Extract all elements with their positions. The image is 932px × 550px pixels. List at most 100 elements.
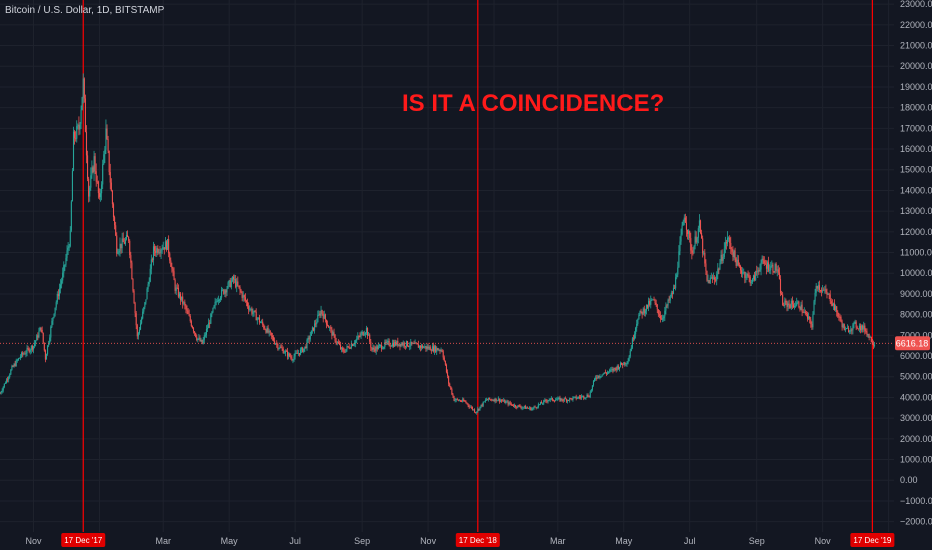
candle-body <box>324 314 326 320</box>
candle-body <box>13 363 15 367</box>
x-tick-label: May <box>221 536 239 546</box>
candle-body <box>417 344 419 348</box>
candle-body <box>776 269 778 271</box>
candle-body <box>655 303 657 305</box>
candle-body <box>736 259 738 266</box>
candle-body <box>501 400 503 402</box>
candle-body <box>849 331 851 333</box>
candle-body <box>401 343 403 346</box>
candle-body <box>629 350 631 357</box>
candle-body <box>615 368 617 371</box>
candle-body <box>379 345 382 346</box>
candle-body <box>479 406 481 410</box>
x-tick-label: Jul <box>684 536 696 546</box>
candle-body <box>243 295 245 298</box>
candle-body <box>462 399 464 402</box>
x-tick-label: Mar <box>550 536 566 546</box>
candle-body <box>394 341 396 347</box>
candle-body <box>674 287 676 289</box>
candle-body <box>271 335 273 338</box>
candle-body <box>116 235 118 254</box>
candle-body <box>474 409 476 413</box>
candle-body <box>98 193 101 198</box>
candle-body <box>509 402 511 404</box>
candle-body <box>28 348 30 352</box>
candle-body <box>3 383 5 387</box>
candle-body <box>492 400 494 402</box>
candle-body <box>287 351 289 357</box>
candle-body <box>400 343 402 347</box>
candle-body <box>129 240 131 256</box>
candle-body <box>644 310 646 314</box>
candle-body <box>679 241 681 252</box>
candle-body <box>386 341 388 343</box>
candle-body <box>488 397 490 400</box>
candle-body <box>793 306 796 308</box>
candle-body <box>818 285 820 290</box>
candle-body <box>510 403 512 405</box>
candle-body <box>222 289 224 291</box>
candle-body <box>745 276 747 278</box>
candle-body <box>833 303 836 311</box>
candle-body <box>391 342 393 347</box>
candle-body <box>446 372 449 376</box>
candle-body <box>299 349 302 355</box>
candle-body <box>609 369 611 372</box>
candle-body <box>293 356 295 360</box>
y-tick-label: 1000.00 <box>900 455 932 465</box>
candle-body <box>35 340 37 344</box>
candle-body <box>99 193 102 198</box>
candle-body <box>635 327 637 335</box>
candle-body <box>617 365 619 369</box>
candle-body <box>89 187 91 197</box>
candle-body <box>268 330 270 333</box>
candle-body <box>772 264 774 272</box>
date-marker-labels: 17 Dec '17 17 Dec '18 17 Dec '19 <box>61 533 895 547</box>
candle-body <box>678 251 680 268</box>
candle-body <box>194 331 196 333</box>
candle-body <box>440 350 442 351</box>
candle-body <box>0 392 2 394</box>
candle-body <box>403 342 405 347</box>
candle-body <box>871 341 873 344</box>
candle-body <box>693 245 695 254</box>
candle-body <box>314 323 316 331</box>
y-tick-label: 3000.00 <box>900 413 932 423</box>
candle-body <box>828 293 830 295</box>
candle-body <box>162 247 164 250</box>
date-marker-label: 17 Dec '17 <box>64 536 103 545</box>
candle-body <box>110 182 112 192</box>
candle-body <box>10 369 12 375</box>
candle-body <box>418 345 420 348</box>
candle-body <box>575 396 577 399</box>
candle-body <box>302 347 304 353</box>
candle-body <box>308 337 310 340</box>
candle-body <box>315 323 317 325</box>
candle-body <box>787 303 789 307</box>
candle-body <box>459 400 462 402</box>
candle-body <box>813 301 815 315</box>
candle-body <box>835 306 837 311</box>
candle-body <box>201 339 203 344</box>
candle-body <box>359 336 361 337</box>
candle-body <box>325 319 328 325</box>
candle-body <box>427 346 429 349</box>
candle-body <box>154 246 156 251</box>
candle-body <box>601 374 603 377</box>
candle-body <box>392 342 395 347</box>
candle-body <box>675 277 677 289</box>
candle-body <box>483 401 485 403</box>
candle-body <box>855 321 857 328</box>
candle-body <box>856 327 858 329</box>
candle-body <box>557 397 559 400</box>
candle-body <box>812 314 814 328</box>
candle-body <box>134 303 136 314</box>
candle-body <box>603 372 605 374</box>
candle-body <box>169 253 171 261</box>
candle-body <box>384 341 386 347</box>
candle-body <box>779 278 782 294</box>
candle-body <box>468 405 470 408</box>
candle-body <box>581 396 583 398</box>
candle-body <box>351 344 353 346</box>
candle-body <box>441 350 443 352</box>
